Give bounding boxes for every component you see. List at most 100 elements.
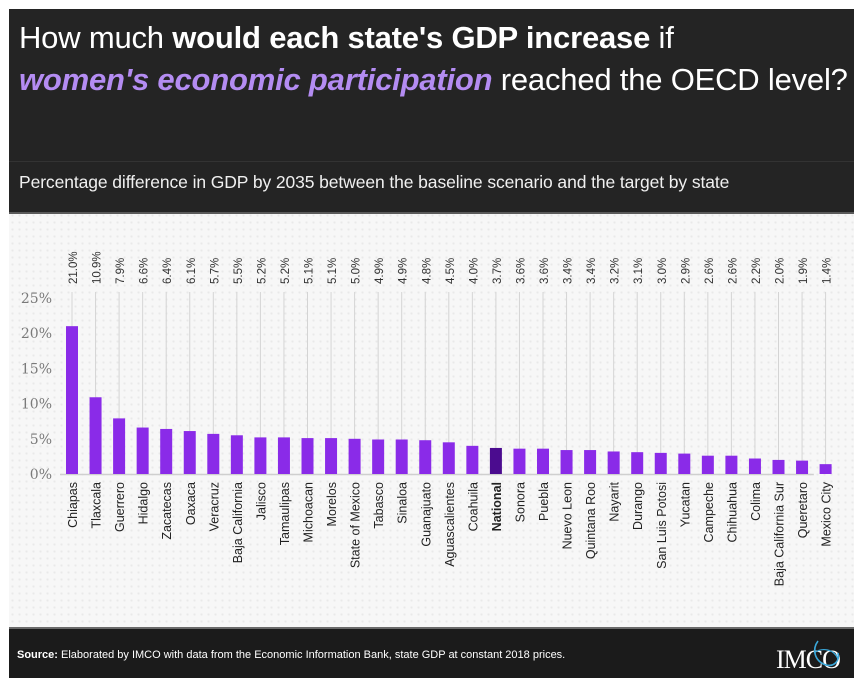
bar-aguascalientes xyxy=(442,442,455,474)
y-tick-label: 20% xyxy=(21,326,52,342)
bar-national xyxy=(489,447,502,474)
value-label: 4.9% xyxy=(398,258,410,284)
category-label: Guanajuato xyxy=(419,482,433,547)
y-tick-label: 5% xyxy=(30,432,52,448)
value-label: 5.2% xyxy=(256,258,268,284)
value-label: 5.5% xyxy=(233,258,245,284)
value-label: 1.4% xyxy=(822,258,834,284)
category-label: Michoacan xyxy=(302,482,316,542)
bar-state-of-mexico xyxy=(348,438,361,474)
y-tick-label: 15% xyxy=(21,361,52,377)
source-text: Elaborated by IMCO with data from the Ec… xyxy=(57,649,566,661)
category-label: Sinaloa xyxy=(396,482,410,524)
category-label: Tabasco xyxy=(372,482,386,529)
category-label: State of Mexico xyxy=(349,482,363,568)
category-label: Oaxaca xyxy=(184,482,198,525)
value-label: 2.2% xyxy=(751,258,763,284)
category-label: Hidalgo xyxy=(137,482,151,524)
title-divider xyxy=(9,161,854,162)
bar-puebla xyxy=(537,448,549,474)
logo-swirl-icon xyxy=(813,640,840,667)
bar-morelos xyxy=(325,438,338,474)
chart-subtitle: Percentage difference in GDP by 2035 bet… xyxy=(19,172,730,192)
footer: Source: Elaborated by IMCO with data fro… xyxy=(9,627,854,678)
category-label: Guerrero xyxy=(113,482,127,532)
value-label: 5.0% xyxy=(351,258,363,284)
value-label: 4.0% xyxy=(468,258,480,284)
bar-yucatan xyxy=(678,453,691,474)
value-label: 10.9% xyxy=(92,251,104,284)
category-label: Colima xyxy=(749,482,763,521)
source-label: Source: xyxy=(17,649,58,661)
bar-hidalgo xyxy=(136,427,149,474)
value-label: 2.6% xyxy=(704,258,716,284)
category-label: Aguascalientes xyxy=(443,482,457,567)
source-note: Source: Elaborated by IMCO with data fro… xyxy=(17,649,565,661)
bar-colima xyxy=(748,458,761,474)
value-label: 4.5% xyxy=(445,258,457,284)
value-label: 6.6% xyxy=(139,258,151,284)
value-label: 3.1% xyxy=(633,258,645,284)
bar-guanajuato xyxy=(419,440,432,474)
category-label: Zacatecas xyxy=(160,482,174,540)
value-label: 3.7% xyxy=(492,258,504,284)
bar-tamaulipas xyxy=(277,437,290,474)
value-label: 5.1% xyxy=(327,258,339,284)
bar-sonora xyxy=(513,448,526,474)
category-label: Tamaulipas xyxy=(278,482,292,545)
value-label: 6.4% xyxy=(162,258,174,284)
bar-guerrero xyxy=(113,418,126,474)
category-label: Nuevo Leon xyxy=(561,482,575,549)
category-label: Puebla xyxy=(537,482,551,521)
bar-jalisco xyxy=(254,437,267,474)
value-label: 2.0% xyxy=(775,258,787,284)
category-label: Baja California xyxy=(231,482,245,563)
category-label: Quintana Roo xyxy=(584,482,598,559)
bar-nuevo-leon xyxy=(560,450,573,474)
value-label: 5.1% xyxy=(304,258,316,284)
value-label: 5.7% xyxy=(209,258,221,284)
bar-baja-california xyxy=(230,435,243,474)
category-label: Veracruz xyxy=(207,482,221,531)
category-label: Queretaro xyxy=(796,482,810,538)
value-label: 3.4% xyxy=(586,258,598,284)
bar-zacatecas xyxy=(160,428,173,474)
title-text: How much xyxy=(19,20,173,55)
category-label: Sonora xyxy=(513,482,527,522)
category-label: Nayarit xyxy=(608,481,622,521)
category-label: Chiapas xyxy=(66,482,80,528)
bar-mexico-city xyxy=(819,464,832,474)
value-label: 4.9% xyxy=(374,258,386,284)
title-text: reached the OECD level? xyxy=(492,62,848,97)
value-label: 3.4% xyxy=(563,258,575,284)
logo-text: IMCO xyxy=(776,645,841,674)
chart-header: How much would each state's GDP increase… xyxy=(9,9,854,214)
category-label: Mexico City xyxy=(820,481,834,546)
chart-title: How much would each state's GDP increase… xyxy=(19,17,849,101)
bar-oaxaca xyxy=(183,431,196,474)
bar-chiapas xyxy=(66,326,78,474)
bar-queretaro xyxy=(796,460,809,474)
bar-campeche xyxy=(701,455,714,474)
category-label: Tlaxcala xyxy=(90,482,104,529)
bar-michoacan xyxy=(301,438,314,474)
bar-tabasco xyxy=(372,439,385,474)
category-label: Baja California Sur xyxy=(773,482,787,586)
category-label: Yucatan xyxy=(678,482,692,527)
value-label: 21.0% xyxy=(68,251,80,284)
bar-veracruz xyxy=(207,433,220,474)
value-label: 6.1% xyxy=(186,258,198,284)
title-bold-text: would each state's GDP increase xyxy=(172,20,651,55)
value-label: 1.9% xyxy=(798,258,810,284)
category-label: Jalisco xyxy=(254,482,268,520)
value-label: 5.2% xyxy=(280,258,292,284)
bar-durango xyxy=(631,452,644,474)
y-tick-label: 10% xyxy=(21,397,52,413)
bar-tlaxcala xyxy=(89,397,102,474)
category-label: National xyxy=(490,482,504,531)
imco-logo: IMCO xyxy=(774,635,844,674)
bar-coahuila xyxy=(466,445,479,474)
category-label: Chihuahua xyxy=(725,482,739,543)
category-label: Durango xyxy=(631,482,645,530)
